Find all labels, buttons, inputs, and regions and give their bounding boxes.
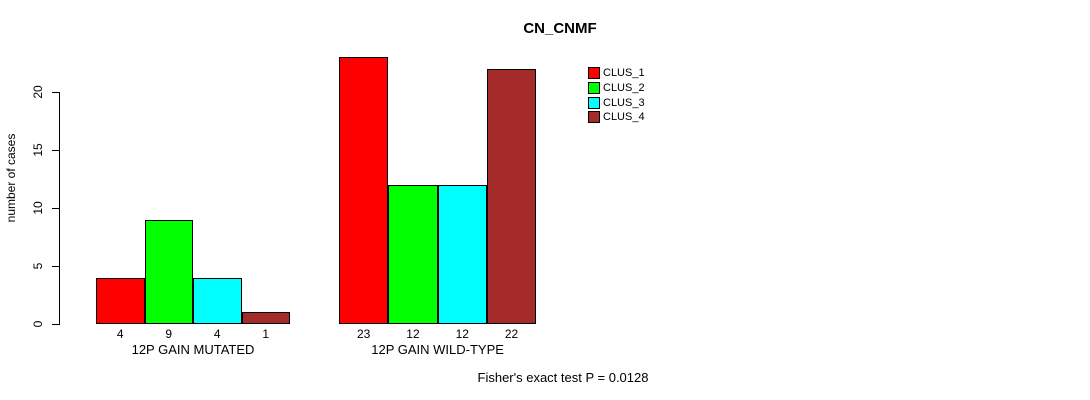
y-tick-label: 5 (31, 262, 45, 270)
legend-label-CLUS_4: CLUS_4 (603, 111, 645, 124)
legend-swatch-CLUS_3 (588, 96, 600, 109)
bar-CLUS_3-group2 (437, 184, 487, 324)
bar-value-label: 4 (213, 327, 221, 341)
y-tick (52, 324, 59, 325)
bar-value-label: 1 (262, 327, 270, 341)
y-axis-label: number of cases (4, 133, 18, 223)
bar-CLUS_1-group2 (339, 57, 389, 324)
y-tick (52, 208, 59, 209)
y-tick (52, 150, 59, 151)
bar-value-label: 23 (356, 327, 371, 341)
y-tick (52, 266, 59, 267)
y-tick-label: 20 (31, 85, 45, 99)
bar-value-label: 4 (116, 327, 124, 341)
bar-CLUS_3-group1 (193, 277, 242, 324)
legend-swatch-CLUS_1 (588, 67, 600, 79)
legend-swatch-CLUS_2 (588, 81, 600, 94)
legend-swatch-CLUS_4 (588, 111, 600, 124)
bar-value-label: 9 (165, 327, 173, 341)
category-label: 12P GAIN WILD-TYPE (371, 342, 504, 357)
bar-value-label: 22 (504, 327, 519, 341)
bar-CLUS_2-group2 (388, 184, 438, 324)
y-tick (52, 92, 59, 93)
bar-value-label: 12 (455, 327, 469, 341)
bar-CLUS_2-group1 (144, 219, 193, 324)
legend-label-CLUS_1: CLUS_1 (603, 67, 645, 79)
y-axis-line (59, 92, 60, 325)
chart-title: CN_CNMF (523, 20, 597, 37)
bar-value-label: 12 (406, 327, 420, 341)
legend-label-CLUS_3: CLUS_3 (603, 96, 645, 109)
bar-CLUS_4-group2 (486, 68, 537, 324)
category-label: 12P GAIN MUTATED (131, 342, 255, 357)
legend-label-CLUS_2: CLUS_2 (603, 81, 645, 94)
bar-CLUS_4-group1 (241, 312, 290, 324)
y-tick-label: 15 (31, 143, 45, 157)
bar-CLUS_1-group1 (96, 277, 145, 324)
annotation-fisher-test: Fisher's exact test P = 0.0128 (477, 370, 649, 385)
y-tick-label: 10 (31, 201, 45, 215)
y-tick-label: 0 (31, 320, 45, 328)
